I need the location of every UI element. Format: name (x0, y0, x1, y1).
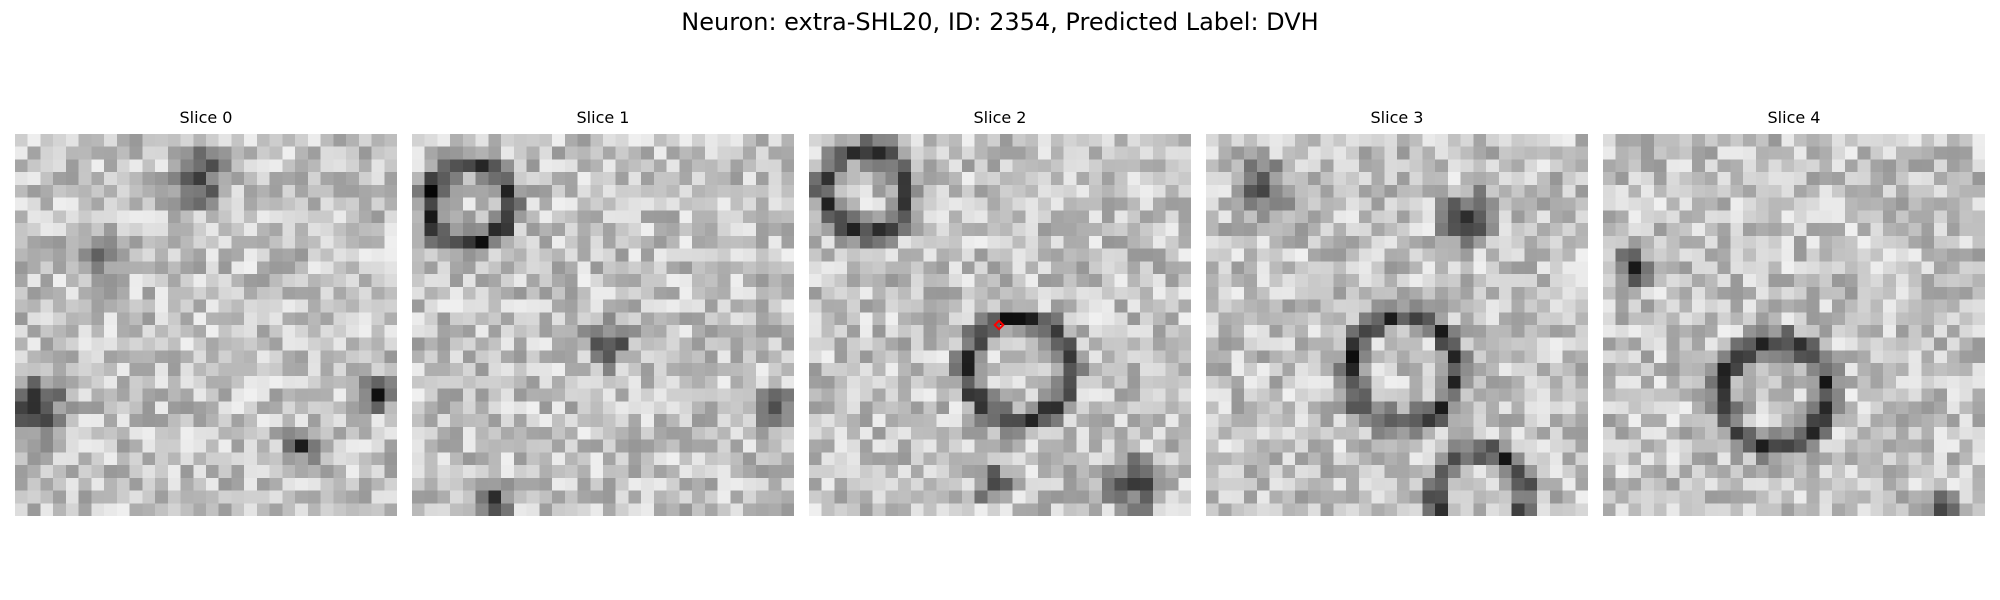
slice-image (809, 134, 1191, 516)
grayscale-slice-canvas (15, 134, 397, 516)
slice-image (1206, 134, 1588, 516)
slice-title: Slice 0 (179, 108, 233, 127)
slice-panel-1: Slice 1 (412, 107, 794, 516)
slice-image (412, 134, 794, 516)
slice-panel-2: Slice 2 (809, 107, 1191, 516)
grayscale-slice-canvas (1206, 134, 1588, 516)
slice-image (15, 134, 397, 516)
slice-image (1603, 134, 1985, 516)
figure-title: Neuron: extra-SHL20, ID: 2354, Predicted… (681, 8, 1319, 36)
slice-title: Slice 1 (576, 108, 630, 127)
slice-title: Slice 3 (1370, 108, 1424, 127)
slice-title: Slice 2 (973, 108, 1027, 127)
grayscale-slice-canvas (809, 134, 1191, 516)
grayscale-slice-canvas (1603, 134, 1985, 516)
slice-panel-4: Slice 4 (1603, 107, 1985, 516)
slice-panel-0: Slice 0 (15, 107, 397, 516)
slice-title: Slice 4 (1767, 108, 1821, 127)
grayscale-slice-canvas (412, 134, 794, 516)
slice-panel-3: Slice 3 (1206, 107, 1588, 516)
